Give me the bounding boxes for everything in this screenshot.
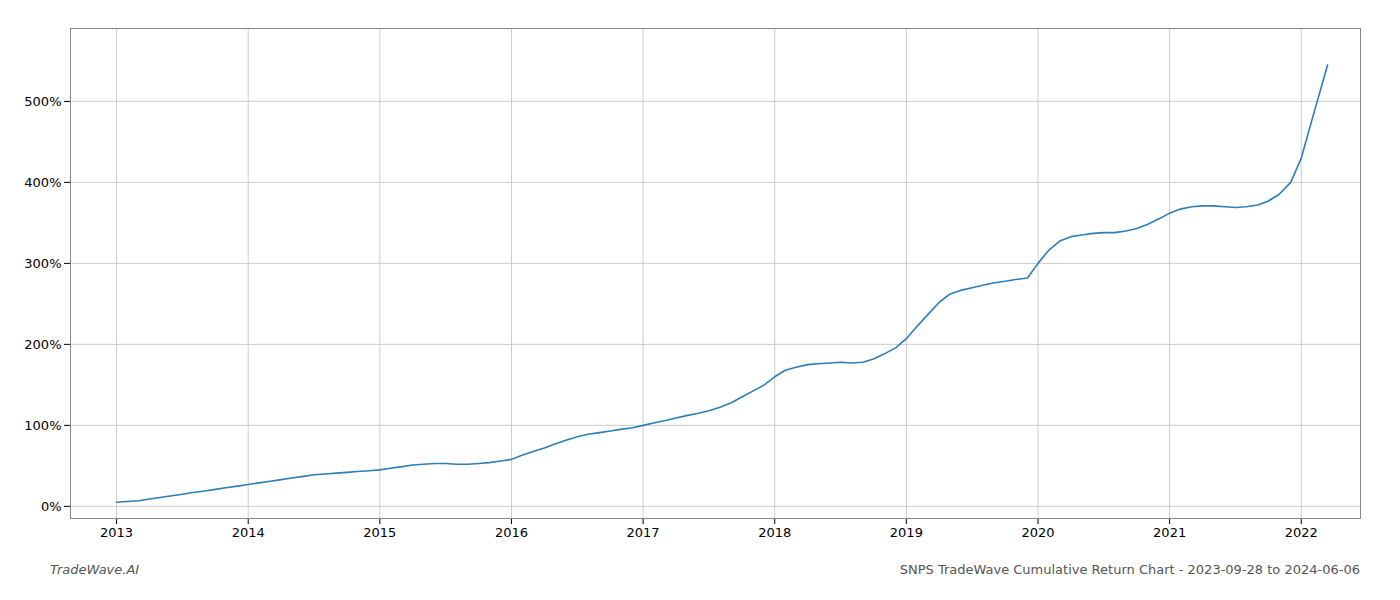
- svg-text:2021: 2021: [1153, 525, 1186, 540]
- svg-text:300%: 300%: [24, 256, 61, 271]
- html-text:SNPS TradeWave Cumulative Retu: SNPS TradeWave Cumulative Return Chart -…: [899, 562, 1360, 577]
- svg-text:2013: 2013: [100, 525, 133, 540]
- html-text:TradeWave.AI: TradeWave.AI: [50, 562, 140, 577]
- svg-text:2014: 2014: [232, 525, 265, 540]
- svg-text:2022: 2022: [1285, 525, 1318, 540]
- svg-text:2015: 2015: [363, 525, 396, 540]
- svg-text:2016: 2016: [495, 525, 528, 540]
- svg-text:2018: 2018: [758, 525, 791, 540]
- svg-text:400%: 400%: [24, 175, 61, 190]
- svg-text:0%: 0%: [41, 499, 62, 514]
- svg-text:200%: 200%: [24, 337, 61, 352]
- svg-text:2020: 2020: [1021, 525, 1054, 540]
- svg-text:2017: 2017: [627, 525, 660, 540]
- svg-text:2019: 2019: [890, 525, 923, 540]
- svg-text:100%: 100%: [24, 418, 61, 433]
- svg-text:500%: 500%: [24, 94, 61, 109]
